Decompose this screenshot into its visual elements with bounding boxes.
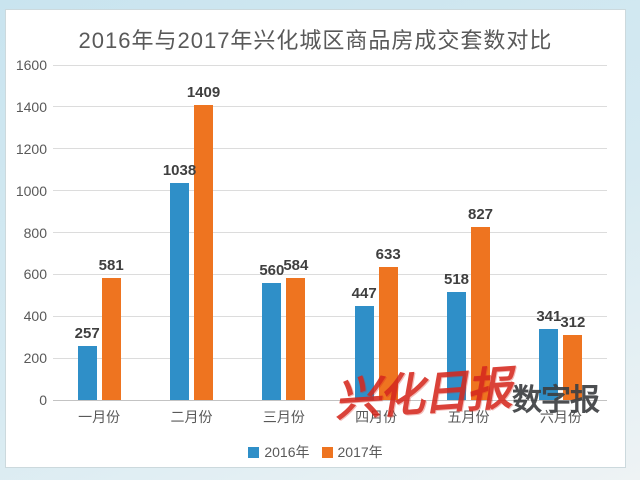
y-axis-tick-1200: 1200 (15, 140, 47, 157)
y-axis-tick-1600: 1600 (15, 57, 47, 73)
legend-label-2017年: 2017年 (337, 444, 383, 460)
value-label-2016年-六月份: 341 (536, 307, 562, 325)
value-label-2017年-六月份: 312 (560, 313, 586, 331)
gridline-1000 (53, 190, 607, 192)
bar-2017年-五月份 (471, 226, 490, 400)
bar-2017年-二月份 (194, 105, 213, 400)
legend-label-2016年: 2016年 (264, 444, 310, 460)
chart-title: 2016年与2017年兴化城区商品房成交套数对比 (78, 28, 553, 53)
bar-2016年-一月份 (77, 346, 97, 400)
value-label-2017年-二月份: 1409 (186, 83, 221, 101)
bar-2016年-五月份 (447, 291, 466, 400)
x-axis-label-三月份: 三月份 (262, 409, 305, 425)
y-axis-tick-1000: 1000 (15, 182, 47, 199)
y-axis-tick-200: 200 (23, 350, 47, 367)
value-label-2016年-三月份: 560 (259, 261, 285, 279)
bar-2017年-三月份 (286, 277, 306, 400)
legend: 2016年 2017年 (6, 442, 625, 462)
chart-panel: 2016年与2017年兴化城区商品房成交套数对比 0 200 400 600 800 10… (5, 9, 626, 468)
y-axis-tick-600: 600 (23, 266, 47, 283)
y-axis-tick-0: 0 (39, 392, 47, 408)
x-axis-label-二月份: 二月份 (170, 409, 213, 425)
bar-2017年-四月份 (378, 267, 398, 400)
legend-swatch-2016年 (248, 446, 260, 458)
gridline-1200 (53, 148, 607, 150)
legend-item-2017年: 2017年 (321, 442, 383, 462)
bar-2016年-六月份 (539, 328, 559, 400)
bar-2016年-二月份 (170, 182, 189, 400)
value-label-2016年-一月份: 257 (74, 325, 100, 343)
x-axis-label-四月份: 四月份 (355, 409, 398, 425)
x-axis-label-一月份: 一月份 (78, 409, 121, 425)
y-axis-tick-800: 800 (23, 224, 47, 241)
plot-area: 0 200 400 600 800 1000 1200 1400 1600 257 581 一月份 10… (16, 57, 607, 425)
value-label-2017年-五月份: 827 (467, 205, 494, 223)
x-axis-label-六月份: 六月份 (539, 409, 582, 425)
x-axis-label-五月份: 五月份 (447, 409, 490, 425)
gridline-600 (53, 273, 607, 275)
value-label-2017年-四月份: 633 (375, 246, 401, 264)
y-axis-tick-400: 400 (23, 308, 47, 325)
y-axis-tick-1400: 1400 (15, 98, 47, 115)
value-label-2016年-四月份: 447 (351, 285, 377, 303)
bar-2017年-一月份 (101, 278, 121, 400)
gridline-800 (53, 232, 607, 233)
bar-2017年-六月份 (563, 334, 583, 400)
value-label-2016年-二月份: 1038 (162, 161, 197, 179)
gridline-1400 (53, 106, 607, 108)
gridline-200 (53, 357, 607, 359)
legend-item-2016年: 2016年 (248, 442, 310, 462)
gridline-0 (53, 399, 607, 401)
value-label-2017年-三月份: 584 (283, 256, 309, 274)
gridline-1600 (53, 64, 607, 66)
value-label-2017年-一月份: 581 (98, 257, 124, 275)
value-label-2016年-五月份: 518 (443, 270, 470, 288)
bar-2016年-三月份 (262, 282, 282, 400)
legend-swatch-2017年 (321, 446, 333, 458)
bar-2016年-四月份 (354, 306, 374, 400)
gridline-400 (53, 315, 607, 317)
